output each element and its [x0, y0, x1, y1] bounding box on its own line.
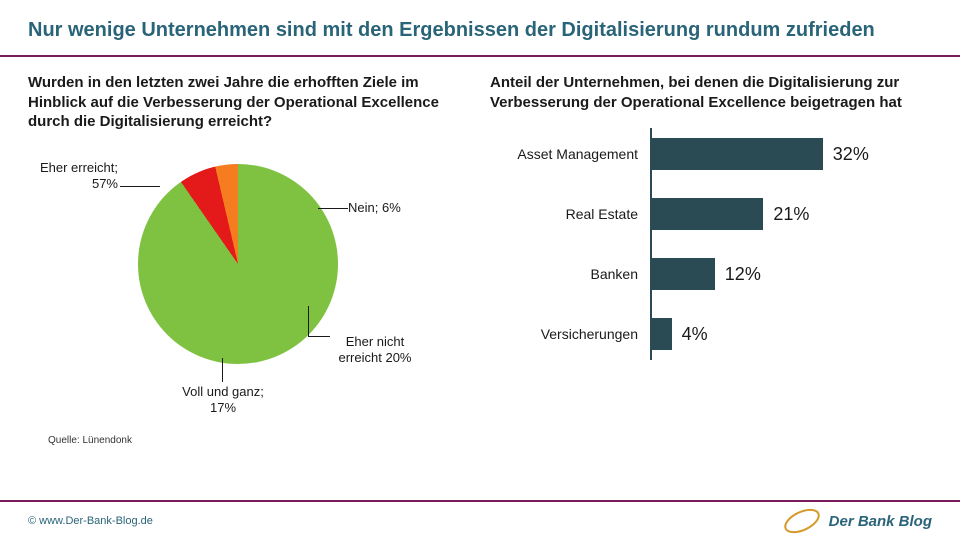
bar-category: Asset Management	[490, 146, 650, 162]
bar-category: Banken	[490, 266, 650, 282]
bar	[650, 198, 763, 230]
pie-leader-2h	[308, 336, 330, 337]
bar	[650, 138, 823, 170]
copyright: © www.Der-Bank-Blog.de	[28, 515, 153, 527]
bar-row: Asset Management 32%	[490, 134, 932, 174]
pie-label-voll: Voll und ganz; 17%	[178, 384, 268, 417]
right-subhead: Anteil der Unternehmen, bei denen die Di…	[490, 73, 932, 112]
panel-left: Wurden in den letzten zwei Jahre die erh…	[28, 73, 470, 446]
pie-leader-1	[318, 208, 348, 209]
bar-row: Real Estate 21%	[490, 194, 932, 234]
bar-row: Banken 12%	[490, 254, 932, 294]
pie-label-eher-erreicht: Eher erreicht; 57%	[28, 160, 118, 193]
logo-swoosh-icon	[781, 506, 823, 536]
bar	[650, 318, 672, 350]
content: Wurden in den letzten zwei Jahre die erh…	[0, 57, 960, 446]
left-subhead: Wurden in den letzten zwei Jahre die erh…	[28, 73, 470, 132]
pie-leader-2v	[308, 306, 309, 336]
bar-value: 21%	[773, 204, 809, 225]
bar-row: Versicherungen 4%	[490, 314, 932, 354]
bar-chart: Asset Management 32% Real Estate 21% Banken 1…	[490, 134, 932, 354]
bar-category: Real Estate	[490, 206, 650, 222]
bar-value: 32%	[833, 144, 869, 165]
pie-leader-0	[120, 186, 160, 187]
bar-category: Versicherungen	[490, 326, 650, 342]
logo: Der Bank Blog	[781, 506, 932, 536]
pie-label-eher-nicht: Eher nicht erreicht 20%	[330, 334, 420, 367]
panel-right: Anteil der Unternehmen, bei denen die Di…	[490, 73, 932, 446]
logo-text: Der Bank Blog	[829, 513, 932, 530]
footer: © www.Der-Bank-Blog.de Der Bank Blog	[0, 500, 960, 540]
pie-label-nein: Nein; 6%	[348, 200, 418, 216]
page-title: Nur wenige Unternehmen sind mit den Erge…	[0, 0, 960, 55]
bar-value: 4%	[682, 324, 708, 345]
pie-chart: Eher erreicht; 57% Nein; 6% Eher nicht e…	[28, 146, 448, 446]
pie-leader-3	[222, 358, 223, 382]
bar-value: 12%	[725, 264, 761, 285]
source-text: Quelle: Lünendonk	[48, 435, 132, 446]
bar	[650, 258, 715, 290]
